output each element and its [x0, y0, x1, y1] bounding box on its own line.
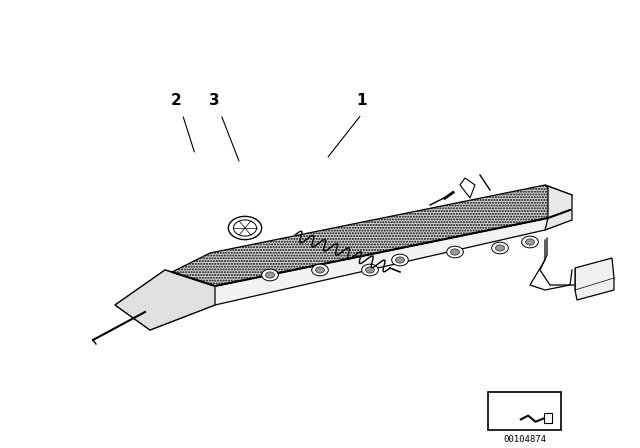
- Bar: [488, 392, 561, 430]
- Polygon shape: [172, 185, 572, 286]
- Circle shape: [522, 236, 538, 248]
- Circle shape: [312, 264, 328, 276]
- Circle shape: [266, 272, 275, 278]
- Circle shape: [451, 249, 460, 255]
- Circle shape: [495, 245, 504, 251]
- Text: 3: 3: [209, 93, 220, 108]
- Bar: [543, 413, 552, 423]
- Text: 2: 2: [171, 93, 181, 108]
- Circle shape: [228, 216, 262, 240]
- Circle shape: [492, 242, 508, 254]
- Circle shape: [316, 267, 324, 273]
- Polygon shape: [460, 178, 475, 198]
- Polygon shape: [115, 270, 215, 330]
- Circle shape: [365, 267, 374, 273]
- Circle shape: [392, 254, 408, 266]
- Text: 00104874: 00104874: [503, 435, 546, 444]
- Circle shape: [396, 257, 404, 263]
- Circle shape: [525, 239, 534, 245]
- Polygon shape: [575, 258, 614, 300]
- Polygon shape: [545, 185, 572, 230]
- Circle shape: [362, 264, 378, 276]
- Circle shape: [262, 269, 278, 281]
- Circle shape: [234, 220, 257, 236]
- Text: 1: 1: [356, 93, 367, 108]
- Polygon shape: [115, 210, 570, 330]
- Circle shape: [447, 246, 463, 258]
